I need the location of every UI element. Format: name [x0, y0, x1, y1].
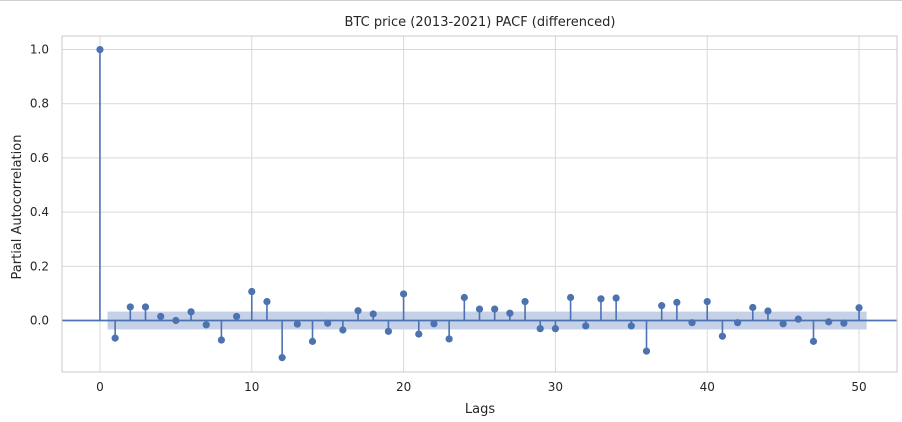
- pacf-point: [232, 312, 241, 321]
- y-tick-label: 0.0: [30, 314, 49, 328]
- pacf-point: [825, 318, 833, 326]
- pacf-point: [733, 319, 742, 327]
- pacf-point: [308, 337, 317, 345]
- pacf-point: [157, 312, 165, 321]
- y-tick-label: 0.4: [30, 205, 49, 219]
- x-tick-label: 0: [96, 380, 104, 394]
- pacf-point: [278, 354, 286, 362]
- pacf-point: [384, 327, 393, 335]
- pacf-point: [111, 334, 119, 342]
- pacf-point: [673, 298, 681, 306]
- pacf-point: [506, 309, 514, 317]
- x-tick-label: 50: [851, 380, 866, 394]
- pacf-point: [749, 303, 757, 312]
- plot-frame: [61, 35, 898, 373]
- pacf-point: [415, 330, 423, 338]
- pacf-point: [855, 304, 863, 312]
- pacf-point: [597, 295, 605, 303]
- y-axis-label: Partial Autocorrelation: [10, 135, 25, 280]
- pacf-point: [612, 294, 620, 302]
- pacf-point: [430, 320, 438, 328]
- markers-layer: [96, 45, 863, 362]
- y-tick-label: 1.0: [30, 43, 49, 57]
- pacf-point: [354, 307, 362, 315]
- pacf-point: [566, 293, 575, 302]
- x-axis-label: Lags: [465, 402, 495, 417]
- grid-lines: [62, 36, 897, 372]
- pacf-point: [263, 297, 271, 306]
- pacf-point: [703, 297, 711, 306]
- pacf-point: [126, 303, 134, 311]
- pacf-point: [187, 308, 195, 316]
- pacf-point: [688, 319, 696, 327]
- y-tick-label: 0.8: [30, 97, 49, 111]
- pacf-point: [475, 305, 484, 313]
- pacf-point: [809, 337, 818, 345]
- y-tick-label: 0.2: [30, 259, 49, 273]
- pacf-point: [399, 290, 408, 298]
- pacf-point: [217, 336, 226, 344]
- y-tick-label: 0.6: [30, 151, 49, 165]
- pacf-point: [293, 320, 301, 328]
- x-tick-label: 20: [396, 380, 411, 394]
- pacf-point: [627, 322, 635, 330]
- x-tick-label: 30: [548, 380, 563, 394]
- pacf-point: [141, 303, 150, 311]
- pacf-point: [521, 297, 529, 306]
- pacf-point: [491, 305, 499, 313]
- pacf-point: [324, 319, 332, 327]
- x-tick-label: 10: [244, 380, 259, 394]
- pacf-point: [642, 347, 651, 355]
- pacf-point: [718, 332, 727, 340]
- pacf-point: [840, 319, 848, 327]
- pacf-point: [96, 45, 104, 54]
- x-tick-label: 40: [700, 380, 715, 394]
- pacf-point: [764, 307, 772, 315]
- pacf-point: [794, 315, 802, 323]
- pacf-point: [551, 325, 560, 333]
- pacf-point: [172, 316, 180, 325]
- pacf-point: [658, 302, 666, 310]
- pacf-point: [339, 326, 347, 334]
- tick-labels: 0 10 20 30 40 50 0.0 0.2 0.4 0.6 0.8 1.0: [30, 43, 867, 394]
- pacf-point: [779, 320, 787, 328]
- pacf-point: [248, 287, 256, 296]
- pacf-point: [536, 325, 544, 333]
- pacf-point: [369, 310, 377, 318]
- pacf-point: [445, 335, 453, 343]
- pacf-point: [460, 293, 468, 302]
- pacf-point: [202, 321, 210, 329]
- pacf-point: [582, 322, 590, 330]
- chart-title: BTC price (2013-2021) PACF (differenced): [345, 15, 616, 30]
